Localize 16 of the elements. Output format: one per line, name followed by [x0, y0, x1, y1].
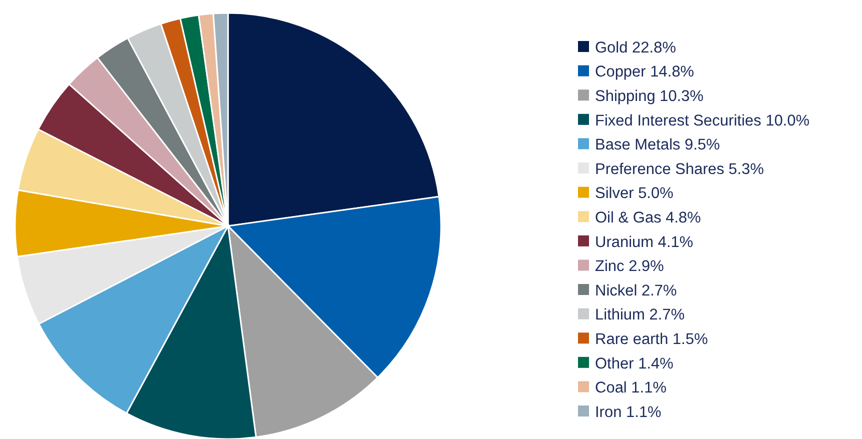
legend-label: Other 1.4% [595, 355, 674, 372]
legend-label: Shipping 10.3% [595, 88, 704, 106]
legend-label: Iron 1.1% [595, 404, 662, 421]
legend-label: Fixed Interest Securities 10.0% [595, 112, 810, 130]
legend-label: Lithium 2.7% [595, 306, 685, 324]
legend-label: Copper 14.8% [595, 64, 694, 81]
legend-label: Zinc 2.9% [595, 258, 664, 276]
legend-label: Silver 5.0% [595, 185, 674, 202]
legend-label: Gold 22.8% [595, 39, 676, 56]
legend-label: Coal 1.1% [595, 380, 667, 397]
legend-label: Nickel 2.7% [595, 282, 678, 300]
legend-label: Oil & Gas 4.8% [595, 210, 702, 227]
legend-label: Rare earth 1.5% [595, 331, 708, 348]
legend-label: Uranium 4.1% [595, 234, 694, 251]
legend-label: Preference Shares 5.3% [595, 160, 764, 178]
legend-label: Base Metals 9.5% [595, 136, 720, 154]
